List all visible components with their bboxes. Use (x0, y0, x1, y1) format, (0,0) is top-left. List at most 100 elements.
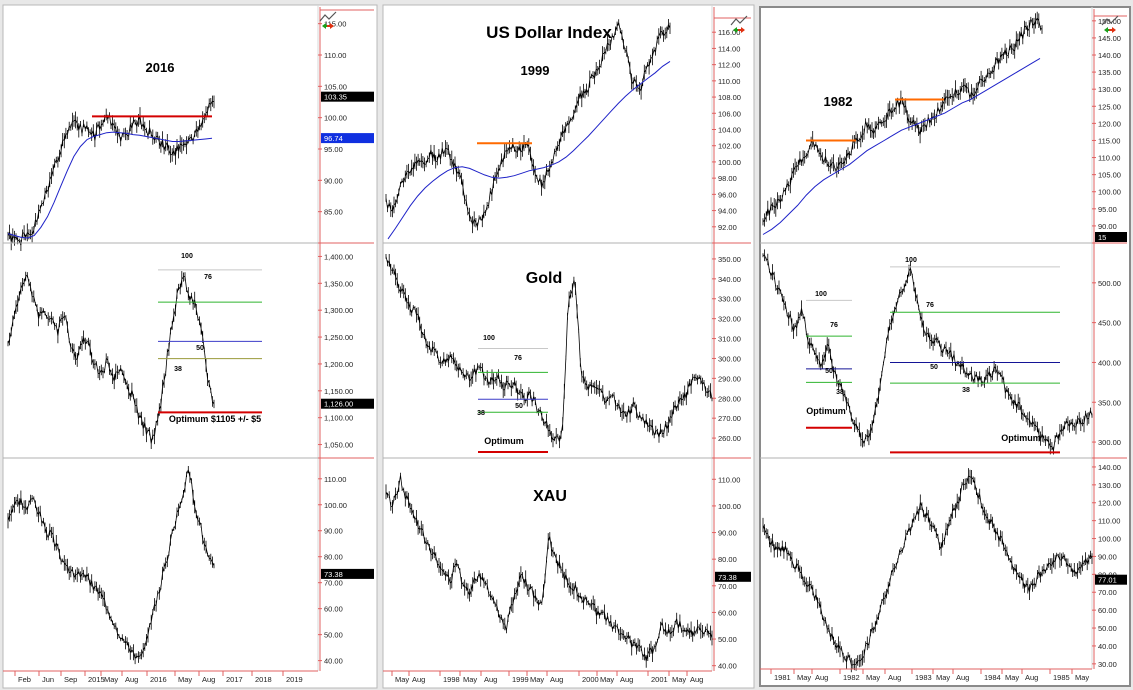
y-tick-label: 70.00 (718, 582, 737, 591)
x-tick-label: Jun (42, 675, 54, 684)
y-tick-label: 116.00 (718, 28, 740, 37)
sub-fib-level-label: 38 (836, 389, 844, 396)
x-tick-label: Aug (888, 673, 901, 682)
last-value-badge-bg (321, 568, 374, 579)
y-tick-label: 1,350.00 (324, 279, 353, 288)
last-value-badge-bg (321, 91, 374, 102)
x-tick-label: Aug (956, 673, 969, 682)
last-value-label: 77.01 (1098, 576, 1117, 585)
series-price-line (385, 19, 671, 234)
last-value-label: 15 (1098, 233, 1106, 242)
x-tick-label: 1982 (843, 673, 860, 682)
x-tick-label: 1984 (984, 673, 1001, 682)
y-tick-label: 110.00 (324, 51, 346, 60)
annotation-label: Optimum (1001, 433, 1041, 443)
y-tick-label: 50.00 (324, 631, 343, 640)
annotation-label: 1982 (824, 94, 853, 109)
y-tick-label: 270.00 (718, 414, 741, 423)
y-tick-label: 310.00 (718, 335, 741, 344)
x-tick-label: May (866, 673, 880, 682)
y-tick-label: 115.00 (324, 20, 346, 29)
last-value-badge: 1,126.00 (321, 398, 374, 409)
y-tick-label: 90.00 (1098, 552, 1117, 561)
x-tick-label: May (1075, 673, 1089, 682)
red-arrow-icon (738, 27, 745, 33)
last-value-badge-bg (1095, 574, 1127, 585)
y-tick-label: 112.00 (718, 61, 740, 70)
y-tick-label: 92.00 (718, 223, 737, 232)
y-tick-label: 102.00 (718, 142, 741, 151)
subplot-xau: 40.00 50.00 60.00 70.00 80.00 90.00 100.00 110.… (3, 457, 374, 666)
series-price-line (7, 466, 215, 665)
y-tick-label: 50.00 (1098, 624, 1117, 633)
x-tick-label: 1981 (774, 673, 791, 682)
y-tick-label: 110.00 (718, 475, 740, 484)
fib-level-label: 38 (477, 410, 485, 417)
chart-tools-icon (319, 11, 337, 29)
y-tick-label: 100.00 (1098, 188, 1121, 197)
y-tick-label: 95.00 (1098, 205, 1117, 214)
series-price-line (385, 254, 713, 449)
y-tick-label: 105.00 (1098, 171, 1121, 180)
annotation-label: US Dollar Index (486, 23, 612, 42)
x-tick-label: 2018 (255, 675, 272, 684)
y-tick-label: 500.00 (1098, 279, 1121, 288)
x-tick-label: 1983 (915, 673, 932, 682)
y-tick-label: 300.00 (718, 354, 741, 363)
y-tick-label: 90.00 (1098, 222, 1117, 231)
last-value-label: 103.35 (324, 93, 347, 102)
y-tick-label: 96.00 (718, 190, 737, 199)
y-tick-label: 1,050.00 (324, 441, 353, 450)
chart-panel-left: 85.00 90.00 95.00 100.00 105.00 110.00 115.00 1… (2, 4, 378, 689)
x-tick-label: 2015 (88, 675, 105, 684)
y-tick-label: 145.00 (1098, 34, 1121, 43)
green-arrow-icon (322, 23, 329, 29)
series-price-line (762, 11, 1043, 227)
subplot-us-dollar-index: 92.00 94.00 96.00 98.00 100.00 102.00 104.00 10… (385, 17, 751, 240)
panel-frame (382, 4, 755, 689)
y-tick-label: 90.00 (324, 527, 343, 536)
x-tick-label: 1999 (512, 675, 529, 684)
y-tick-label: 30.00 (1098, 660, 1117, 669)
last-value-badge: 73.38 (715, 571, 751, 582)
x-tick-label: Aug (412, 675, 425, 684)
y-tick-label: 70.00 (324, 579, 343, 588)
y-tick-label: 400.00 (1098, 358, 1121, 367)
fib-level-label: 50 (930, 364, 938, 371)
fib-level-label: 100 (905, 257, 917, 264)
x-tick-label: 2019 (286, 675, 303, 684)
sub-fib-level-label: 76 (830, 322, 838, 329)
x-tick-label: Aug (484, 675, 497, 684)
y-tick-label: 70.00 (1098, 588, 1117, 597)
series-price-line (762, 468, 1093, 673)
annotation-label: 2016 (146, 60, 175, 75)
x-axis: May Aug 1998 May Aug 1999 May Aug 2000 May Aug 2001… (383, 670, 712, 684)
trend-icon (730, 15, 748, 26)
y-tick-label: 120.00 (1098, 119, 1121, 128)
x-tick-label: Aug (815, 673, 828, 682)
y-tick-label: 350.00 (1098, 398, 1121, 407)
trend-icon (319, 11, 337, 22)
x-tick-label: May (178, 675, 192, 684)
subplot-xau: 30.0040.0050.0060.0070.0080.0090.00100.0… (760, 457, 1127, 673)
sub-fib-level-label: 100 (815, 291, 827, 298)
y-tick-label: 140.00 (1098, 51, 1121, 60)
x-tick-label: Aug (1025, 673, 1038, 682)
subplot-gold: 260.00 270.00 280.00 290.00 300.00 310.00 320.… (383, 242, 751, 454)
y-tick-label: 1,100.00 (324, 414, 353, 423)
fib-level-label: 76 (926, 302, 934, 309)
y-tick-label: 105.00 (324, 82, 347, 91)
series-moving-average (762, 57, 1041, 235)
trend-icon (1101, 15, 1119, 26)
y-tick-label: 115.00 (1098, 136, 1120, 145)
y-tick-label: 100.00 (324, 114, 347, 123)
series-price-line (7, 271, 215, 449)
x-tick-label: Aug (202, 675, 215, 684)
red-arrow-icon (327, 23, 334, 29)
y-tick-label: 104.00 (718, 126, 741, 135)
y-tick-label: 130.00 (1098, 481, 1121, 490)
x-tick-label: May (672, 675, 686, 684)
fib-level-label: 38 (962, 387, 970, 394)
last-value-badge: 73.38 (321, 568, 374, 579)
